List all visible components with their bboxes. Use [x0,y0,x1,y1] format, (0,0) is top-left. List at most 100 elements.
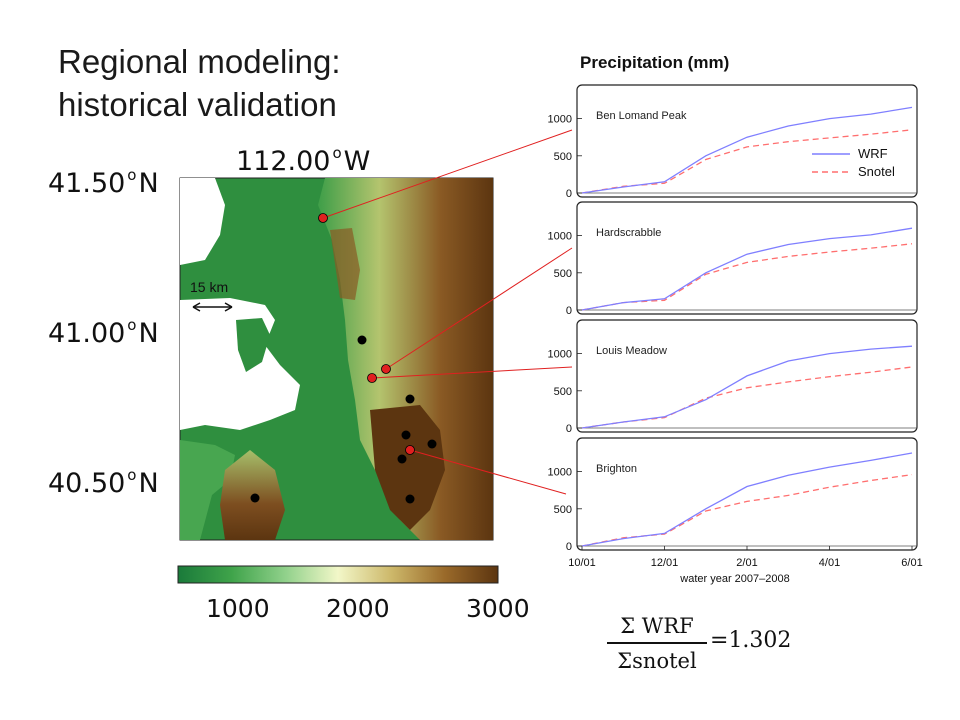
x-tick-label: 2/01 [736,557,757,569]
antelope-island [236,318,270,372]
y-tick-label: 0 [566,423,572,435]
numerator: Σ WRF [607,612,707,640]
degree-symbol: o [332,144,342,162]
latitude-value: 40.50 [48,468,126,499]
panel-0: 0 500 1000 Ben Lomand Peak [548,84,918,200]
scale-bar-label: 15 km [190,279,228,295]
latitude-value: 41.00 [48,318,126,349]
x-tick-label: 12/01 [651,557,679,569]
connector-ben-lomand [322,129,573,219]
site-marker [357,335,367,345]
title-line-1: Regional modeling: [58,43,341,80]
site-louis-meadow [367,373,377,383]
numerator-text: WRF [641,614,694,638]
site-marker [397,454,407,464]
precipitation-title: Precipitation (mm) [580,53,730,72]
site-hardscrabble [381,364,391,374]
fraction-bar [607,642,707,644]
site-marker [250,493,260,503]
title-line-2: historical validation [58,86,337,123]
latitude-value: 41.50 [48,168,126,199]
colorbar-tick-1000: 1000 [206,594,270,623]
site-marker [427,439,437,449]
series-wrf [581,345,913,429]
scale-bar: 15 km [190,279,233,312]
y-tick-label: 0 [566,188,572,200]
high-peaks [370,405,445,530]
precipitation-panels: 0 500 1000 Ben Lomand Peak 0 500 1000 Hardscrab… [548,84,918,553]
legend: WRF Snotel [812,146,895,179]
panel-name: Hardscrabble [596,227,661,239]
y-tick-label: 500 [554,151,572,163]
panel-frame [576,437,918,551]
denominator-text: snotel [632,648,697,673]
slide-title: Regional modeling: historical validation [58,40,341,126]
panel-frame [576,84,918,198]
great-salt-lake-south [180,298,300,430]
legend-wrf-label: WRF [858,146,888,161]
y-tick-label: 500 [554,268,572,280]
highlighted-sites [318,213,415,455]
series-wrf [581,227,913,311]
longitude-value: 112.00 [236,146,331,177]
colorbar-tick-2000: 2000 [326,594,390,623]
panel-name: Ben Lomand Peak [596,110,687,122]
latitude-suffix: N [138,168,159,199]
site-marker [405,494,415,504]
latitude-label-41-00: 41.00 oN [48,316,159,349]
site-marker [401,430,411,440]
series-wrf [581,106,913,194]
degree-symbol: o [127,316,137,334]
latitude-suffix: N [138,468,159,499]
y-tick-label: 1000 [548,349,572,361]
site-marker [405,394,415,404]
colorbar-tick-3000: 3000 [466,594,530,623]
y-tick-label: 0 [566,305,572,317]
wasatch-range [318,178,493,540]
connector-brighton [409,449,567,495]
connector-hardscrabble [385,247,573,370]
y-tick-label: 1000 [548,231,572,243]
sum-symbol: Σ [617,648,633,673]
equals-sign: = [710,628,729,653]
site-markers [250,335,437,504]
degree-symbol: o [127,466,137,484]
y-tick-label: 1000 [548,114,572,126]
panel-1: 0 500 1000 Hardscrabble [548,201,918,317]
panel-2: 0 500 1000 Louis Meadow [548,319,918,435]
panel-name: Louis Meadow [596,345,667,357]
connector-lines [322,129,573,495]
connector-louis-meadow [371,366,573,379]
panel-name: Brighton [596,463,637,475]
legend-snotel-label: Snotel [858,164,895,179]
northern-ridge [330,228,360,300]
y-tick-label: 500 [554,386,572,398]
y-tick-label: 0 [566,541,572,553]
formula-result: =1.302 [710,628,791,653]
fraction: Σ WRF Σsnotel [607,612,707,675]
latitude-suffix: N [138,318,159,349]
x-axis-ticks: 10/01 12/01 2/01 4/01 6/01 [568,546,923,569]
x-axis-label: water year 2007–2008 [679,573,789,585]
x-tick-label: 6/01 [901,557,922,569]
colorbar [177,565,499,584]
longitude-suffix: W [343,146,371,177]
longitude-label: 112.00 oW [236,144,371,177]
sum-symbol: Σ [620,614,636,638]
series-wrf [581,452,913,547]
site-brighton [405,445,415,455]
latitude-label-41-50: 41.50 oN [48,166,159,199]
y-tick-label: 500 [554,504,572,516]
denominator: Σsnotel [607,647,707,675]
western-lowlands [180,440,235,540]
panel-frame [576,201,918,315]
x-tick-label: 10/01 [568,557,596,569]
latitude-label-40-50: 40.50 oN [48,466,159,499]
site-ben-lomand [318,213,328,223]
ratio-value: 1.302 [728,628,792,653]
elevation-map [179,177,494,541]
great-salt-lake-north [180,178,225,265]
y-tick-label: 1000 [548,467,572,479]
x-tick-label: 4/01 [819,557,840,569]
